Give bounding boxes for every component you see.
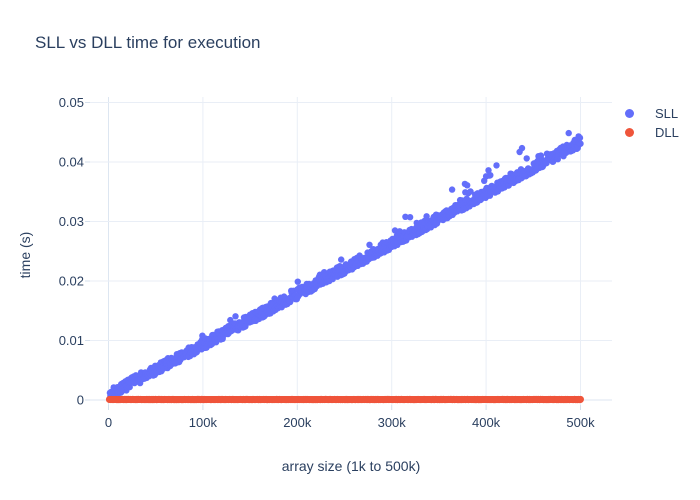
x-tick-label: 100k <box>189 415 218 430</box>
sll-marker-icon <box>625 109 634 118</box>
x-tick-label: 300k <box>378 415 407 430</box>
y-tick-label: 0.03 <box>59 214 84 229</box>
scatter-point <box>287 298 294 306</box>
chart-title: SLL vs DLL time for execution <box>35 33 261 52</box>
scatter-point <box>338 256 345 263</box>
scatter-point <box>232 313 239 320</box>
scatter-point <box>577 140 584 147</box>
legend-item-dll[interactable]: DLL <box>621 123 679 142</box>
points-layer <box>105 129 584 404</box>
legend-label-dll: DLL <box>655 125 679 140</box>
y-tick-label: 0.01 <box>59 333 84 348</box>
scatter-point <box>366 241 373 248</box>
scatter-point <box>271 295 278 302</box>
dll-points <box>105 395 584 404</box>
y-tick-label: 0.02 <box>59 274 84 289</box>
scatter-point <box>406 214 414 221</box>
scatter-point <box>485 167 492 174</box>
scatter-point <box>467 188 474 195</box>
x-tick-label: 0 <box>105 415 112 430</box>
dll-marker-icon <box>625 128 634 137</box>
x-axis-title: array size (1k to 500k) <box>282 458 421 474</box>
y-tick-label: 0.04 <box>59 155 84 170</box>
scatter-point <box>518 144 526 152</box>
tick-layer: 0 100k 200k 300k 400k 500k 0 0.01 0.02 0.03 0.04 0.… <box>59 95 595 430</box>
scatter-point <box>493 162 500 169</box>
scatter-point <box>565 129 572 137</box>
y-axis-title: time (s) <box>17 232 33 279</box>
x-tick-label: 500k <box>566 415 595 430</box>
scatter-point <box>402 213 409 220</box>
scatter-point <box>423 213 430 220</box>
y-tick-label: 0.05 <box>59 95 84 110</box>
sll-points <box>106 129 584 403</box>
scatter-point <box>464 182 471 189</box>
scatter-point <box>294 278 301 285</box>
scatter-point <box>391 227 399 234</box>
scatter-point <box>523 155 530 162</box>
x-tick-label: 400k <box>472 415 501 430</box>
x-tick-label: 200k <box>283 415 312 430</box>
legend-label-sll: SLL <box>655 106 679 121</box>
scatter-point <box>576 134 584 142</box>
scatter-point <box>577 395 584 403</box>
legend-item-sll[interactable]: SLL <box>621 104 679 123</box>
scatter-point <box>487 172 494 179</box>
legend: SLL DLL <box>621 104 679 142</box>
y-tick-label: 0 <box>77 393 84 408</box>
scatter-point <box>448 186 456 193</box>
